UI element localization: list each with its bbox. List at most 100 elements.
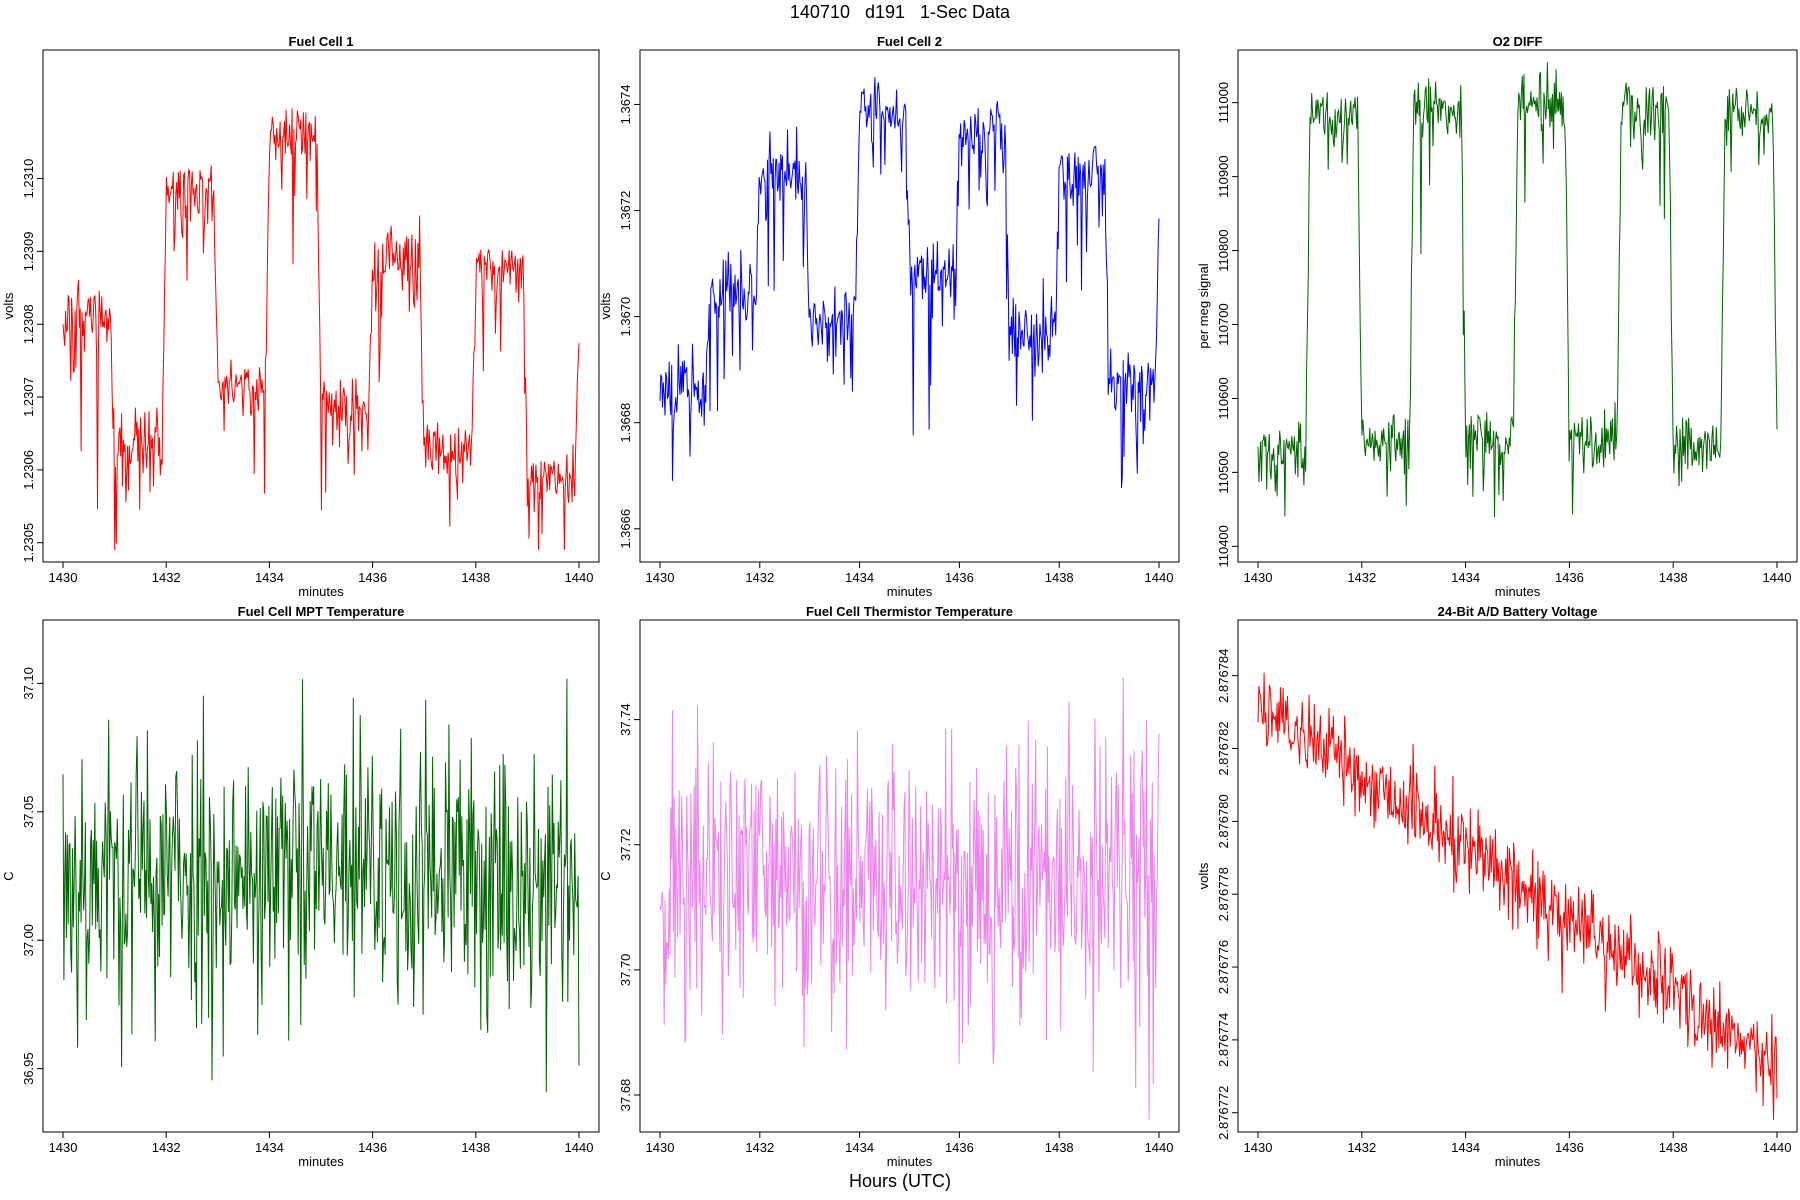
y-tick-label: 2.876782: [1216, 721, 1231, 775]
y-tick-label: 1.3668: [618, 403, 633, 443]
chart-panel-5: Fuel Cell Thermistor Temperature 1430 1432…: [598, 604, 1180, 1169]
y-axis-label: volts: [1, 292, 16, 319]
y-tick-label: 2.876774: [1216, 1013, 1231, 1067]
y-tick-label: 110500: [1216, 451, 1231, 493]
y-tick-label: 37.05: [21, 796, 36, 829]
x-axis-label: minutes: [298, 584, 344, 599]
x-tick-label: 1438: [1045, 570, 1074, 585]
y-tick-label: 1.2308: [21, 304, 36, 344]
x-tick-label: 1430: [646, 1140, 675, 1155]
y-tick-label: 37.10: [21, 667, 36, 700]
y-tick-label: 111000: [1216, 82, 1231, 123]
chart-panel-2: Fuel Cell 2 1430 1432 1434 1436 1438 1440 minut…: [598, 34, 1180, 599]
series-line: [1257, 62, 1778, 518]
x-tick-label: 1432: [1347, 1140, 1376, 1155]
chart-panel-6: 24-Bit A/D Battery Voltage 1430 1432 1434 14…: [1196, 604, 1798, 1169]
y-tick-label: 110800: [1216, 229, 1231, 271]
x-tick-label: 1432: [745, 570, 774, 585]
x-tick-label: 1438: [1045, 1140, 1074, 1155]
x-tick-label: 1440: [565, 570, 594, 585]
y-tick-label: 1.3674: [618, 85, 633, 125]
x-tick-label: 1436: [945, 1140, 974, 1155]
y-tick-label: 1.2306: [21, 450, 36, 490]
y-tick-label: 110400: [1216, 525, 1231, 567]
x-tick-label: 1436: [1555, 570, 1584, 585]
panel-title: 24-Bit A/D Battery Voltage: [1438, 604, 1598, 619]
y-tick-label: 37.68: [618, 1079, 633, 1112]
x-tick-label: 1432: [745, 1140, 774, 1155]
y-tick-label: 1.3670: [618, 297, 633, 337]
y-tick-label: 1.2309: [21, 231, 36, 271]
y-axis-label: volts: [1196, 862, 1211, 889]
chart-panel-4: Fuel Cell MPT Temperature 1430 1432 1434 143…: [1, 604, 600, 1169]
x-tick-label: 1430: [49, 570, 78, 585]
x-tick-label: 1438: [1659, 1140, 1688, 1155]
panel-title: O2 DIFF: [1493, 34, 1543, 49]
x-tick-label: 1438: [461, 1140, 490, 1155]
panel-title: Fuel Cell MPT Temperature: [238, 604, 405, 619]
x-axis-label: minutes: [1495, 1154, 1541, 1169]
x-tick-label: 1436: [1555, 1140, 1584, 1155]
x-tick-label: 1436: [358, 570, 387, 585]
panel-title: Fuel Cell 2: [877, 34, 942, 49]
series-line: [62, 678, 580, 1093]
plot-frame: [42, 619, 600, 1133]
plot-frame: [1237, 619, 1798, 1133]
x-tick-label: 1430: [646, 570, 675, 585]
y-tick-label: 37.00: [21, 924, 36, 957]
y-tick-label: 1.3672: [618, 191, 633, 231]
x-tick-label: 1436: [945, 570, 974, 585]
x-axis-label: minutes: [887, 1154, 933, 1169]
y-tick-label: 110900: [1216, 155, 1231, 197]
figure-xlabel: Hours (UTC): [849, 1171, 951, 1191]
x-tick-label: 1430: [1244, 1140, 1273, 1155]
series-line: [62, 108, 580, 551]
x-tick-label: 1434: [255, 1140, 284, 1155]
y-tick-label: 2.876784: [1216, 649, 1231, 703]
x-tick-label: 1430: [1244, 570, 1273, 585]
y-tick-label: 1.2305: [21, 523, 36, 563]
plot-frame: [639, 619, 1180, 1133]
chart-panel-3: O2 DIFF 1430 1432 1434 1436 1438 1440 minutes 11…: [1196, 34, 1798, 599]
y-tick-label: 110600: [1216, 377, 1231, 419]
plot-frame: [1237, 49, 1798, 563]
y-axis-label: C: [1, 871, 16, 880]
x-tick-label: 1434: [1451, 1140, 1480, 1155]
series-line: [1257, 672, 1778, 1121]
x-tick-label: 1434: [255, 570, 284, 585]
y-axis-label: per meg signal: [1196, 263, 1211, 348]
plot-frame: [639, 49, 1180, 563]
x-axis-label: minutes: [887, 584, 933, 599]
y-tick-label: 2.876778: [1216, 867, 1231, 921]
x-tick-label: 1438: [461, 570, 490, 585]
y-tick-label: 37.70: [618, 954, 633, 987]
x-tick-label: 1440: [1145, 1140, 1174, 1155]
x-tick-label: 1432: [1347, 570, 1376, 585]
figure-title: 140710 d191 1-Sec Data: [789, 2, 1011, 22]
y-axis-label: volts: [598, 292, 613, 319]
x-axis-label: minutes: [298, 1154, 344, 1169]
y-tick-label: 1.2310: [21, 159, 36, 199]
y-tick-label: 110700: [1216, 303, 1231, 345]
chart-panel-1: Fuel Cell 1 1430 1432 1434 1436 1438 1440 minut…: [1, 34, 600, 599]
x-axis-label: minutes: [1495, 584, 1541, 599]
x-tick-label: 1430: [49, 1140, 78, 1155]
x-tick-label: 1432: [152, 570, 181, 585]
y-tick-label: 1.2307: [21, 377, 36, 417]
series-line: [659, 77, 1160, 488]
x-tick-label: 1432: [152, 1140, 181, 1155]
y-tick-label: 2.876772: [1216, 1086, 1231, 1140]
panel-title: Fuel Cell Thermistor Temperature: [806, 604, 1013, 619]
x-tick-label: 1440: [1145, 570, 1174, 585]
x-tick-label: 1436: [358, 1140, 387, 1155]
x-tick-label: 1434: [1451, 570, 1480, 585]
x-tick-label: 1440: [1763, 1140, 1792, 1155]
series-line: [659, 677, 1160, 1120]
x-tick-label: 1438: [1659, 570, 1688, 585]
y-tick-label: 2.876776: [1216, 940, 1231, 994]
y-tick-label: 37.74: [618, 703, 633, 736]
panel-title: Fuel Cell 1: [288, 34, 353, 49]
x-tick-label: 1434: [845, 570, 874, 585]
plot-frame: [42, 49, 600, 563]
